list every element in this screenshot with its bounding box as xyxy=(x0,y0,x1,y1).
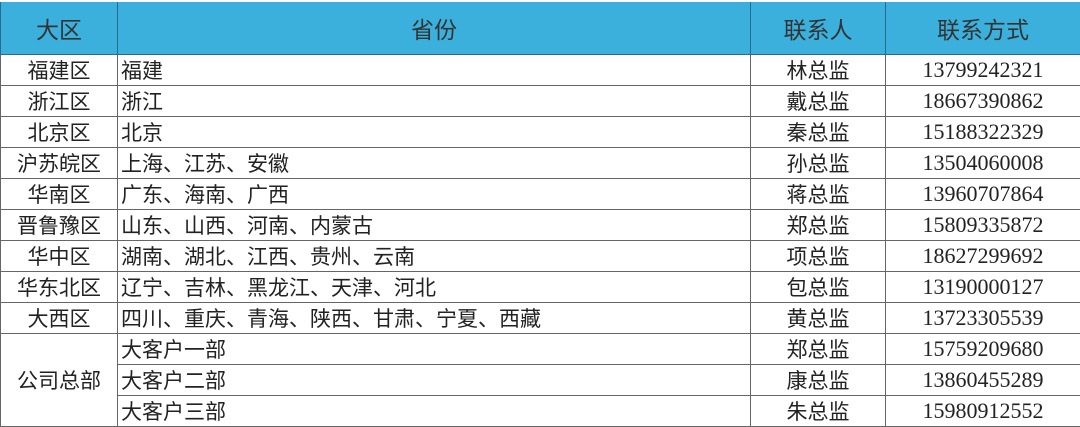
phone-cell: 15188322329 xyxy=(886,117,1080,148)
contact-cell: 秦总监 xyxy=(751,117,886,148)
contact-cell: 孙总监 xyxy=(751,148,886,179)
region-cell: 北京区 xyxy=(1,117,118,148)
phone-cell: 13504060008 xyxy=(886,148,1080,179)
provinces-cell: 广东、海南、广西 xyxy=(118,179,751,210)
header-region: 大区 xyxy=(1,2,118,55)
header-row: 大区 省份 联系人 联系方式 xyxy=(1,2,1080,55)
contact-cell: 蒋总监 xyxy=(751,179,886,210)
contact-cell: 项总监 xyxy=(751,241,886,272)
contact-cell: 包总监 xyxy=(751,272,886,303)
provinces-cell: 浙江 xyxy=(118,86,751,117)
provinces-cell: 大客户三部 xyxy=(118,396,751,427)
phone-cell: 13860455289 xyxy=(886,365,1080,396)
phone-cell: 18667390862 xyxy=(886,86,1080,117)
phone-cell: 13799242321 xyxy=(886,55,1080,86)
provinces-cell: 四川、重庆、青海、陕西、甘肃、宁夏、西藏 xyxy=(118,303,751,334)
provinces-cell: 辽宁、吉林、黑龙江、天津、河北 xyxy=(118,272,751,303)
provinces-cell: 大客户一部 xyxy=(118,334,751,365)
phone-cell: 13960707864 xyxy=(886,179,1080,210)
provinces-cell: 福建 xyxy=(118,55,751,86)
region-cell: 华东北区 xyxy=(1,272,118,303)
provinces-cell: 大客户二部 xyxy=(118,365,751,396)
contact-cell: 郑总监 xyxy=(751,334,886,365)
contact-cell: 郑总监 xyxy=(751,210,886,241)
header-contact: 联系人 xyxy=(751,2,886,55)
region-cell: 公司总部 xyxy=(1,334,118,427)
header-provinces: 省份 xyxy=(118,2,751,55)
region-cell: 华中区 xyxy=(1,241,118,272)
region-cell: 浙江区 xyxy=(1,86,118,117)
region-cell: 华南区 xyxy=(1,179,118,210)
provinces-cell: 湖南、湖北、江西、贵州、云南 xyxy=(118,241,751,272)
header-phone: 联系方式 xyxy=(886,2,1080,55)
contact-cell: 戴总监 xyxy=(751,86,886,117)
contact-cell: 黄总监 xyxy=(751,303,886,334)
contact-cell: 朱总监 xyxy=(751,396,886,427)
contact-cell: 林总监 xyxy=(751,55,886,86)
phone-cell: 15809335872 xyxy=(886,210,1080,241)
phone-cell: 13190000127 xyxy=(886,272,1080,303)
phone-cell: 18627299692 xyxy=(886,241,1080,272)
phone-cell: 15980912552 xyxy=(886,396,1080,427)
provinces-cell: 山东、山西、河南、内蒙古 xyxy=(118,210,751,241)
region-cell: 沪苏皖区 xyxy=(1,148,118,179)
region-cell: 大西区 xyxy=(1,303,118,334)
contact-cell: 康总监 xyxy=(751,365,886,396)
region-cell: 福建区 xyxy=(1,55,118,86)
phone-cell: 15759209680 xyxy=(886,334,1080,365)
provinces-cell: 上海、江苏、安徽 xyxy=(118,148,751,179)
phone-cell: 13723305539 xyxy=(886,303,1080,334)
region-cell: 晋鲁豫区 xyxy=(1,210,118,241)
provinces-cell: 北京 xyxy=(118,117,751,148)
